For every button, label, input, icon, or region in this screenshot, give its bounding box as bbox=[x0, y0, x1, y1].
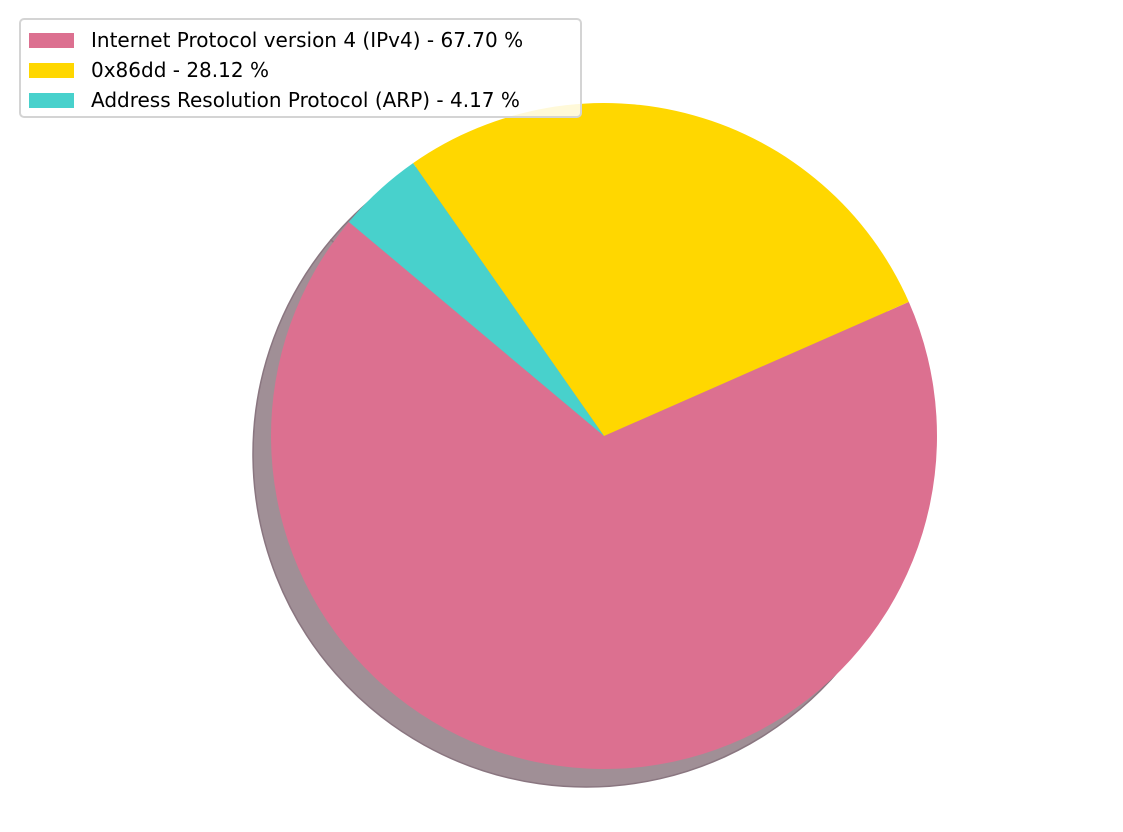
legend-swatch-arp bbox=[29, 92, 74, 108]
pie-slice-ipv4 bbox=[270, 221, 937, 770]
pie-slice-layer bbox=[270, 103, 937, 770]
legend: Internet Protocol version 4 (IPv4) - 67.… bbox=[19, 18, 582, 118]
legend-entry-0x86dd: 0x86dd - 28.12 % bbox=[29, 58, 269, 82]
pie-slice-0x86dd bbox=[413, 103, 909, 437]
pie-slice-arp bbox=[348, 163, 604, 436]
legend-label-ipv4: Internet Protocol version 4 (IPv4) - 67.… bbox=[91, 28, 524, 52]
legend-label-arp: Address Resolution Protocol (ARP) - 4.17… bbox=[91, 88, 520, 112]
legend-label-0x86dd: 0x86dd - 28.12 % bbox=[91, 58, 269, 82]
legend-entry-arp: Address Resolution Protocol (ARP) - 4.17… bbox=[29, 88, 520, 112]
legend-swatch-ipv4 bbox=[29, 32, 74, 48]
legend-swatch-0x86dd bbox=[29, 62, 74, 78]
legend-entry-ipv4: Internet Protocol version 4 (IPv4) - 67.… bbox=[29, 28, 523, 52]
